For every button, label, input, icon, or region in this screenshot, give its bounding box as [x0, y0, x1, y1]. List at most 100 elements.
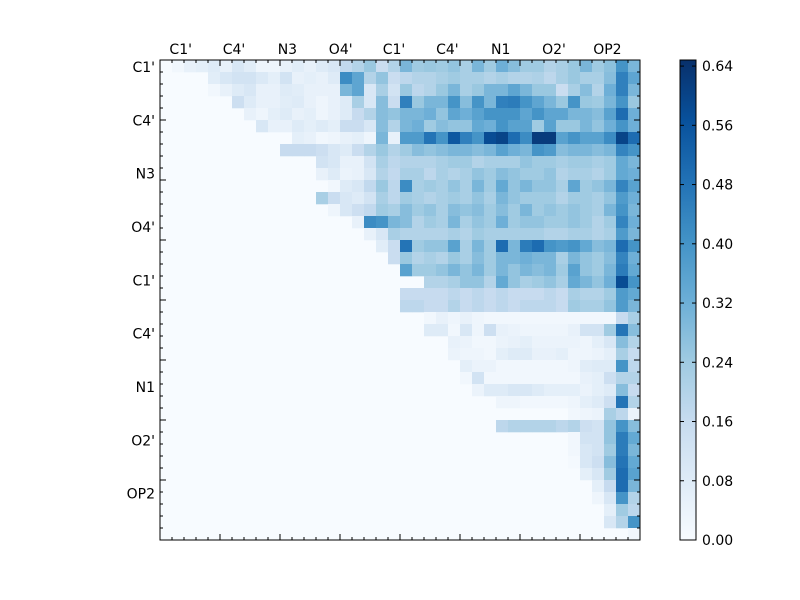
heatmap-cell [436, 144, 449, 157]
heatmap-cell [580, 396, 593, 409]
heatmap-cell [280, 96, 293, 109]
heatmap-cell [628, 420, 641, 433]
heatmap-cell [508, 276, 521, 289]
heatmap-cell [604, 252, 617, 265]
heatmap-cell [532, 60, 545, 73]
heatmap-cell [556, 84, 569, 97]
heatmap-cell [628, 96, 641, 109]
heatmap-cell [604, 228, 617, 241]
heatmap-cell [304, 96, 317, 109]
heatmap-cell [460, 312, 473, 325]
heatmap-cell [400, 120, 413, 133]
heatmap-cell [472, 264, 485, 277]
heatmap-cell [568, 396, 581, 409]
heatmap-cell [412, 168, 425, 181]
heatmap-cell [568, 420, 581, 433]
heatmap-cell [604, 312, 617, 325]
heatmap-cell [412, 228, 425, 241]
heatmap-cell [568, 372, 581, 385]
heatmap-cell [520, 240, 533, 253]
heatmap-cell [484, 384, 497, 397]
heatmap-cell [568, 192, 581, 205]
heatmap-cell [448, 324, 461, 337]
heatmap-cell [496, 276, 509, 289]
heatmap-cell [628, 348, 641, 361]
colorbar-tick-label: 0.00 [702, 533, 733, 549]
heatmap-cell [508, 204, 521, 217]
heatmap-cell [316, 72, 329, 85]
heatmap-cell [568, 180, 581, 193]
heatmap-cell [544, 132, 557, 145]
heatmap-cell [568, 432, 581, 445]
heatmap-cell [496, 336, 509, 349]
heatmap-cell [316, 192, 329, 205]
heatmap-cell [340, 72, 353, 85]
heatmap-cell [628, 120, 641, 133]
heatmap-cell [616, 72, 629, 85]
heatmap-cell [484, 156, 497, 169]
colorbar-tick-label: 0.16 [702, 415, 733, 431]
heatmap-cell [580, 60, 593, 73]
heatmap-cell [508, 384, 521, 397]
heatmap-cell [424, 324, 437, 337]
heatmap-cell [388, 120, 401, 133]
heatmap-cell [520, 372, 533, 385]
left-tick-label: C4' [132, 327, 155, 343]
top-tick-label: C1' [169, 42, 192, 58]
heatmap-cell [400, 204, 413, 217]
heatmap-cell [172, 60, 185, 73]
top-tick-labels: C1' C4' N3 O4' C1' C4' N1 O2' OP2 [169, 42, 621, 58]
heatmap-cell [484, 168, 497, 181]
heatmap-cell [628, 168, 641, 181]
heatmap-cell [532, 288, 545, 301]
heatmap-cell [616, 204, 629, 217]
top-tick-label: C1' [383, 42, 406, 58]
colorbar-tick-label: 0.32 [702, 296, 733, 312]
heatmap-cell [364, 180, 377, 193]
heatmap-cell [532, 252, 545, 265]
heatmap-cell [484, 336, 497, 349]
heatmap-cell [340, 168, 353, 181]
heatmap-cell [520, 96, 533, 109]
heatmap-cell [568, 300, 581, 313]
heatmap-cell [616, 288, 629, 301]
heatmap-cell [364, 228, 377, 241]
heatmap-cell [304, 108, 317, 121]
heatmap-cell [460, 276, 473, 289]
heatmap-cell [604, 180, 617, 193]
heatmap-cell [448, 252, 461, 265]
heatmap-cell [544, 168, 557, 181]
heatmap-cell [616, 492, 629, 505]
heatmap-cell [616, 252, 629, 265]
heatmap-cell [316, 120, 329, 133]
heatmap-cell [460, 192, 473, 205]
heatmap-cell [460, 228, 473, 241]
heatmap-cell [532, 204, 545, 217]
heatmap-cell [388, 180, 401, 193]
heatmap-cell [556, 240, 569, 253]
heatmap-cell [628, 132, 641, 145]
heatmap-cell [604, 72, 617, 85]
heatmap-cell [580, 192, 593, 205]
heatmap-cell [472, 108, 485, 121]
heatmap-cell [592, 456, 605, 469]
heatmap-cell [436, 252, 449, 265]
heatmap-cell [496, 264, 509, 277]
heatmap-cell [556, 192, 569, 205]
heatmap-cell [580, 360, 593, 373]
heatmap-cell [364, 192, 377, 205]
heatmap-cell [244, 108, 257, 121]
heatmap-cell [340, 60, 353, 73]
heatmap-cell [364, 156, 377, 169]
heatmap-cell [520, 420, 533, 433]
left-tick-label: OP2 [127, 487, 155, 503]
heatmap-cell [352, 144, 365, 157]
heatmap-cell [388, 204, 401, 217]
heatmap-cell [256, 120, 269, 133]
heatmap-cell [316, 96, 329, 109]
heatmap-cell [352, 84, 365, 97]
heatmap-cell [556, 96, 569, 109]
heatmap-cell [508, 192, 521, 205]
heatmap-cell [568, 132, 581, 145]
heatmap-cell [508, 360, 521, 373]
